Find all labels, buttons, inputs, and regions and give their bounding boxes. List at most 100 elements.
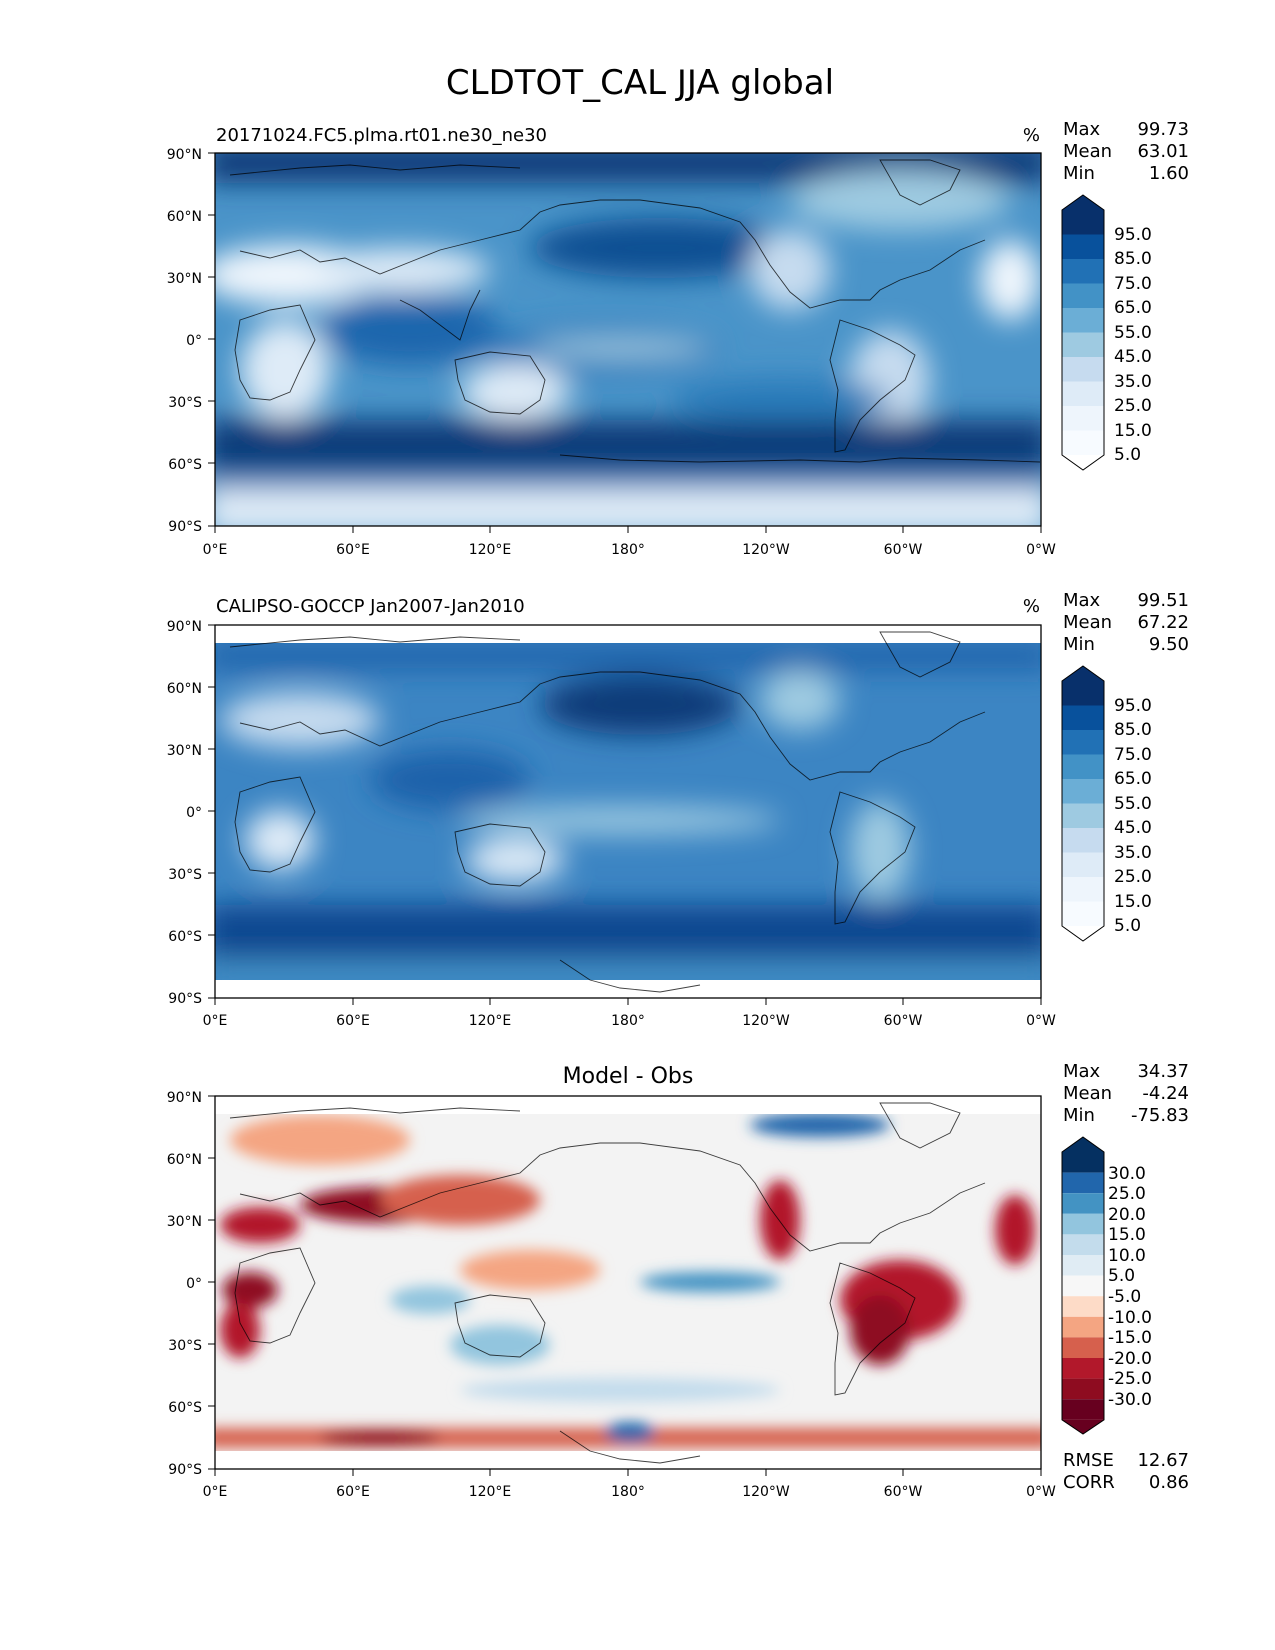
colorbar-segment bbox=[1062, 406, 1104, 431]
colorbar-tick-label: 95.0 bbox=[1114, 225, 1152, 245]
stats-block: Max 34.37 Mean -4.24 Min -75.83 bbox=[1063, 1061, 1189, 1126]
coastlines-diff bbox=[229, 1102, 986, 1464]
colorbar-segment bbox=[1062, 1152, 1104, 1173]
lat-tick-label: 30°N bbox=[167, 271, 202, 287]
stat-label: Min bbox=[1063, 1105, 1095, 1126]
stats-block: Max 99.73 Mean 63.01 Min 1.60 bbox=[1063, 119, 1189, 184]
lat-tick-labels: 90°N 60°N 30°N 0° 30°S 60°S 90°S bbox=[167, 1090, 202, 1478]
colorbar-tick-label: 15.0 bbox=[1114, 421, 1152, 441]
lat-tick-label: 0° bbox=[186, 805, 202, 821]
lon-tick-label: 180° bbox=[611, 542, 645, 558]
stat-value: 34.37 bbox=[1137, 1061, 1189, 1082]
colorbar-segment bbox=[1062, 754, 1104, 779]
lon-tick-label: 60°W bbox=[884, 1013, 923, 1029]
lat-tick-label: 30°S bbox=[168, 1338, 202, 1354]
colorbar-outline bbox=[1061, 1136, 1105, 1435]
lon-tick-label: 0°E bbox=[203, 542, 228, 558]
coastlines-model bbox=[229, 159, 1041, 463]
colorbar-tick-label: -30.0 bbox=[1108, 1390, 1152, 1410]
lat-ticks bbox=[208, 1095, 215, 1470]
lon-tick-label: 120°W bbox=[742, 542, 790, 558]
colorbar-segment bbox=[1062, 283, 1104, 308]
colorbar-segment bbox=[1062, 828, 1104, 853]
colorbar-tick-label: 10.0 bbox=[1108, 1246, 1146, 1266]
colorbar-tick-label: 85.0 bbox=[1114, 720, 1152, 740]
lon-tick-label: 60°E bbox=[336, 1484, 370, 1500]
lon-tick-label: 180° bbox=[611, 1484, 645, 1500]
lat-tick-label: 30°S bbox=[168, 867, 202, 883]
colorbar-segment bbox=[1062, 1337, 1104, 1358]
panel-obs: CALIPSO-GOCCP Jan2007-Jan2010 % 90°N 60°… bbox=[167, 590, 1189, 1029]
colorbar: 30.0 25.0 20.0 15.0 10.0 5.0 -5.0 -10.0 … bbox=[1061, 1136, 1152, 1435]
lon-ticks bbox=[214, 1469, 1042, 1476]
map-field-model bbox=[215, 153, 1041, 526]
colorbar-segment bbox=[1062, 430, 1104, 455]
colorbar-outline bbox=[1061, 665, 1105, 942]
colorbar-segment bbox=[1062, 1213, 1104, 1235]
colorbar-segment bbox=[1062, 877, 1104, 902]
stat-value: 63.01 bbox=[1137, 141, 1189, 162]
colorbar-segment bbox=[1062, 381, 1104, 406]
panel-title-left: 20171024.FC5.plma.rt01.ne30_ne30 bbox=[216, 125, 547, 146]
stat-label: RMSE bbox=[1063, 1450, 1114, 1471]
lat-tick-label: 60°S bbox=[168, 929, 202, 945]
colorbar-tick-label: 75.0 bbox=[1114, 745, 1152, 765]
colorbar-tick-label: 55.0 bbox=[1114, 794, 1152, 814]
lat-tick-label: 30°N bbox=[167, 743, 202, 759]
lon-tick-label: 0°W bbox=[1026, 1484, 1056, 1500]
lat-tick-label: 0° bbox=[186, 1276, 202, 1292]
error-stats-block: RMSE 12.67 CORR 0.86 bbox=[1063, 1450, 1189, 1493]
lat-tick-label: 60°N bbox=[167, 681, 202, 697]
lat-ticks bbox=[208, 152, 215, 527]
map-field-obs bbox=[215, 625, 1041, 998]
panel-diff: Model - Obs 90°N 60°N 30°N 0° 30°S 60°S … bbox=[167, 1061, 1189, 1500]
stat-value: -75.83 bbox=[1131, 1105, 1189, 1126]
colorbar-segment bbox=[1062, 681, 1104, 706]
colorbar-tick-label: 5.0 bbox=[1114, 916, 1141, 936]
lon-ticks bbox=[214, 998, 1042, 1005]
stat-value: 67.22 bbox=[1137, 612, 1189, 633]
map-field-diff bbox=[215, 1096, 1041, 1469]
lat-tick-label: 90°N bbox=[167, 1090, 202, 1106]
colorbar-segment bbox=[1062, 234, 1104, 259]
colorbar-tick-label: -15.0 bbox=[1108, 1328, 1152, 1348]
lon-tick-label: 60°E bbox=[336, 542, 370, 558]
colorbar-segment bbox=[1062, 1296, 1104, 1317]
colorbar-tick-label: -10.0 bbox=[1108, 1308, 1152, 1328]
colorbar-tick-label: 55.0 bbox=[1114, 323, 1152, 343]
colorbar-tick-label: 45.0 bbox=[1114, 347, 1152, 367]
colorbar-tick-label: 5.0 bbox=[1114, 445, 1141, 465]
stat-label: Min bbox=[1063, 634, 1095, 655]
colorbar-segment bbox=[1062, 1378, 1104, 1400]
lon-tick-label: 0°W bbox=[1026, 542, 1056, 558]
lat-tick-label: 0° bbox=[186, 333, 202, 349]
stat-label: Mean bbox=[1063, 612, 1112, 633]
colorbar-segment bbox=[1062, 210, 1104, 235]
colorbar-segment bbox=[1062, 803, 1104, 828]
lon-tick-label: 0°E bbox=[203, 1484, 228, 1500]
lat-tick-label: 90°S bbox=[168, 991, 202, 1007]
panel-units: % bbox=[1023, 596, 1040, 617]
colorbar-segment bbox=[1062, 1399, 1104, 1420]
lon-tick-labels: 0°E 60°E 120°E 180° 120°W 60°W 0°W bbox=[203, 1013, 1056, 1029]
stat-label: Max bbox=[1063, 590, 1101, 611]
colorbar-tick-label: 95.0 bbox=[1114, 696, 1152, 716]
lon-tick-label: 60°W bbox=[884, 1484, 923, 1500]
colorbar-tick-label: 65.0 bbox=[1114, 298, 1152, 318]
panel-model: 20171024.FC5.plma.rt01.ne30_ne30 % 90°N … bbox=[167, 119, 1189, 558]
coastlines-obs bbox=[229, 631, 986, 993]
lat-tick-label: 90°N bbox=[167, 619, 202, 635]
lat-ticks bbox=[208, 624, 215, 999]
lon-tick-label: 120°W bbox=[742, 1484, 790, 1500]
lat-tick-label: 60°N bbox=[167, 209, 202, 225]
colorbar-tick-label: 85.0 bbox=[1114, 249, 1152, 269]
lat-tick-label: 90°N bbox=[167, 147, 202, 163]
colorbar-tick-label: -20.0 bbox=[1108, 1349, 1152, 1369]
colorbar-segment bbox=[1062, 1275, 1104, 1297]
panel-title-center: Model - Obs bbox=[563, 1064, 694, 1089]
colorbar-tick-label: -25.0 bbox=[1108, 1369, 1152, 1389]
stat-label: Max bbox=[1063, 119, 1101, 140]
colorbar-segment bbox=[1062, 357, 1104, 382]
colorbar-tick-label: 35.0 bbox=[1114, 372, 1152, 392]
